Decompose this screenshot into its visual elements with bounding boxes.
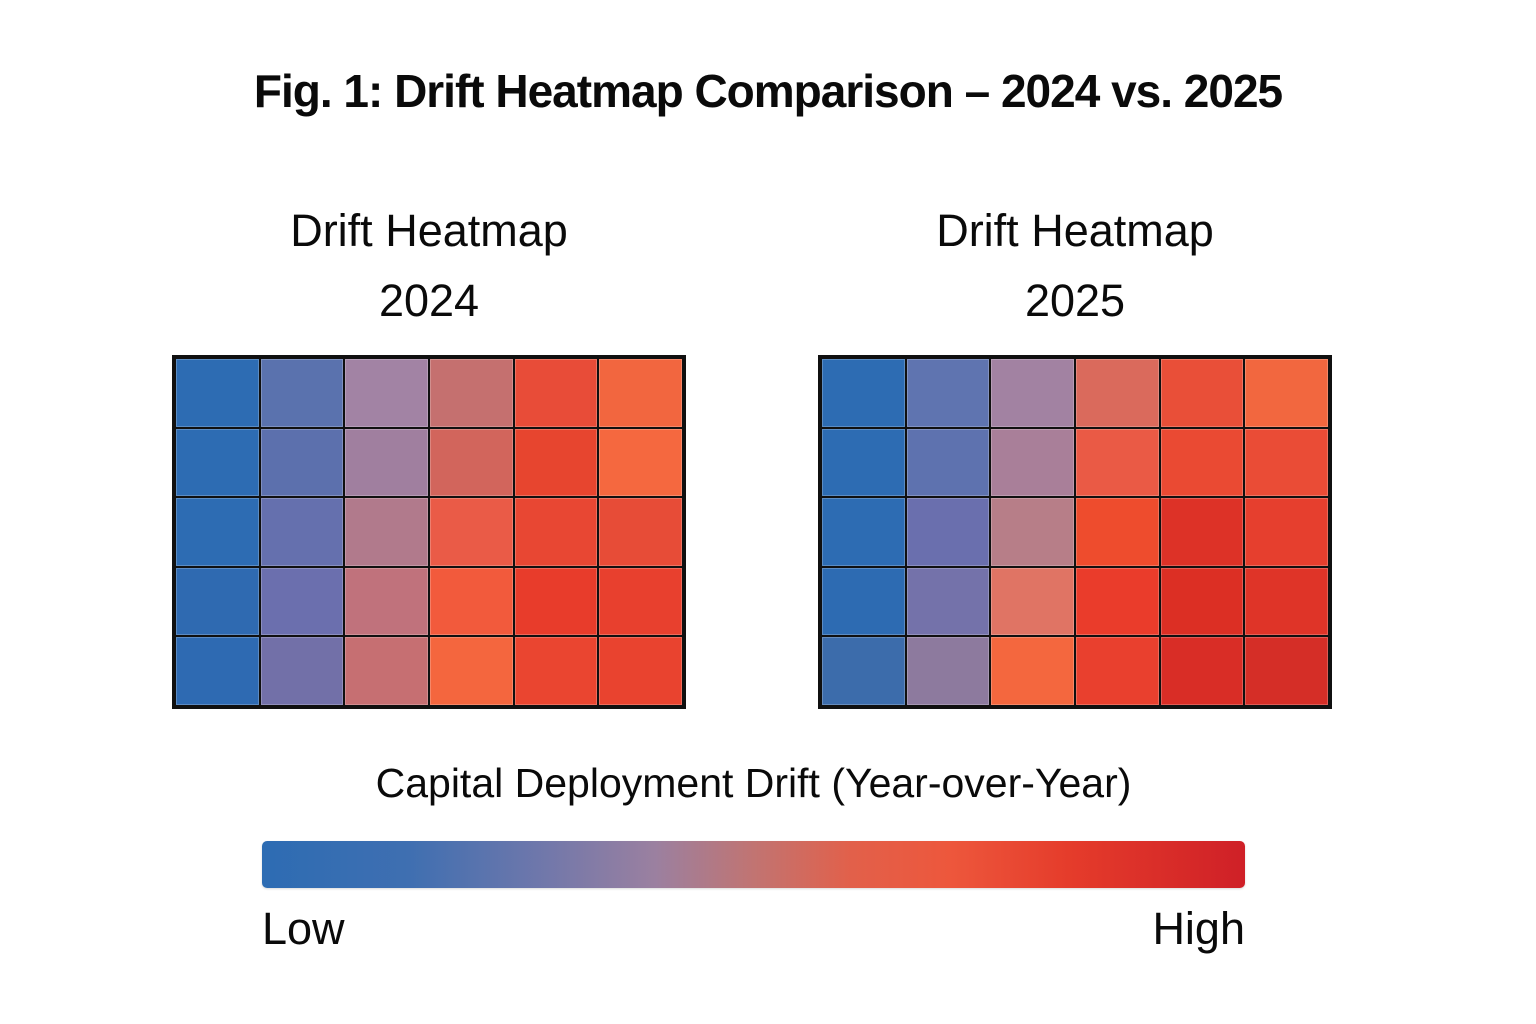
heatmap-cell [428,566,514,637]
heatmap-cell [259,427,345,498]
heatmap-cell [1159,566,1245,637]
heatmap-cell [905,427,991,498]
heatmap-cell [905,358,991,428]
heatmap-cell [1244,497,1329,567]
heatmap-cell [513,566,599,637]
colorbar-title: Capital Deployment Drift (Year-over-Year… [375,760,1132,806]
heatmap-cell [598,427,683,498]
heatmap-cell [905,566,991,637]
heatmap-cell [344,636,429,706]
heatmap-cell [259,497,345,567]
heatmap-cell [428,497,514,567]
heatmap-cell [1244,358,1329,428]
heatmap-cell [1074,427,1160,498]
heatmap-cell [905,497,991,567]
heatmap-cell [344,566,429,637]
heatmap-cell [1159,358,1245,428]
heatmap-cell [175,497,260,567]
colorbar-high-label: High [1152,903,1245,954]
heatmap-cell [990,358,1075,428]
colorbar-end-labels: Low High [262,903,1245,955]
heatmap-cell [259,636,345,706]
heatmap-cell [513,497,599,567]
heatmap-2024-title: Drift Heatmap 2024 [172,196,686,336]
heatmap-cell [598,497,683,567]
heatmap-cell [513,427,599,498]
heatmap-cell [175,358,260,428]
heatmap-2025-title: Drift Heatmap 2025 [818,196,1332,336]
heatmap-cell [259,566,345,637]
heatmap-cell [428,427,514,498]
heatmap-cell [1244,566,1329,637]
heatmap-cell [428,358,514,428]
heatmap-cell [598,358,683,428]
heatmap-cell [990,566,1075,637]
colorbar-low-label: Low [262,903,345,954]
heatmap-cell [1159,497,1245,567]
heatmap-cell [344,497,429,567]
heatmap-cell [175,636,260,706]
heatmap-2025-title-line1: Drift Heatmap [936,205,1214,256]
heatmap-cell [598,566,683,637]
heatmap-cell [990,636,1075,706]
heatmap-cell [344,427,429,498]
figure-title: Fig. 1: Drift Heatmap Comparison – 2024 … [253,65,1283,117]
heatmap-cell [175,427,260,498]
heatmap-cell [905,636,991,706]
heatmap-cell [598,636,683,706]
heatmap-cell [1074,497,1160,567]
heatmap-2025-title-line2: 2025 [1024,275,1126,326]
heatmap-cell [821,636,906,706]
heatmap-2024-title-line2: 2024 [378,275,480,326]
heatmap-cell [513,636,599,706]
heatmap-2024-title-line1: Drift Heatmap [290,205,568,256]
heatmap-cell [821,497,906,567]
heatmap-cell [1074,358,1160,428]
heatmap-cell [428,636,514,706]
heatmap-cell [1074,566,1160,637]
heatmap-grid-2024 [172,355,686,709]
heatmap-cell [990,427,1075,498]
heatmap-cell [259,358,345,428]
heatmap-cell [175,566,260,637]
heatmap-cell [1244,427,1329,498]
heatmap-cell [990,497,1075,567]
heatmap-grid-2025 [818,355,1332,709]
heatmap-cell [1074,636,1160,706]
heatmap-cell [1159,427,1245,498]
heatmap-cell [821,358,906,428]
heatmap-cell [1159,636,1245,706]
heatmap-cell [344,358,429,428]
colorbar-gradient [262,841,1245,888]
heatmap-cell [1244,636,1329,706]
heatmap-cell [513,358,599,428]
heatmap-cell [821,427,906,498]
heatmap-cell [821,566,906,637]
